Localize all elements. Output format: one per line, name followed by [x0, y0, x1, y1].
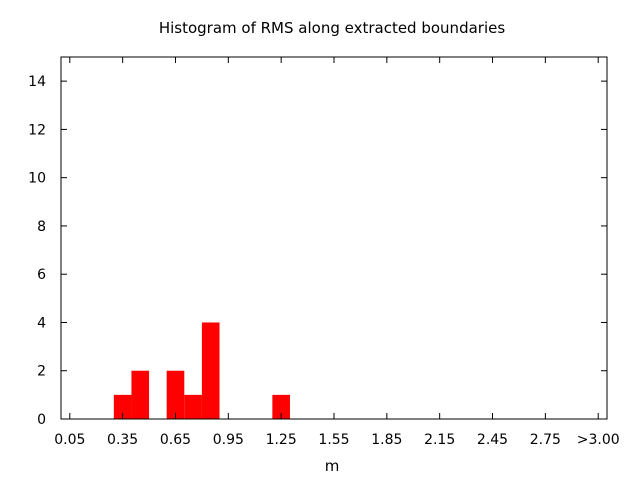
x-tick-label: 0.65 [160, 432, 191, 448]
y-tick-label: 12 [28, 122, 46, 138]
histogram-bar [113, 394, 132, 419]
y-tick-label: 14 [28, 74, 46, 90]
x-tick-label: 2.45 [477, 432, 508, 448]
histogram-bar [166, 370, 185, 419]
histogram-bar [272, 394, 290, 419]
x-tick-label: 0.35 [107, 432, 138, 448]
x-tick-label: 2.15 [424, 432, 455, 448]
x-tick-label: 1.85 [371, 432, 402, 448]
x-axis-label: m [325, 457, 340, 475]
x-tick-label: 2.75 [530, 432, 561, 448]
y-tick-label: 10 [28, 171, 46, 187]
bars-group [113, 322, 290, 419]
chart-title: Histogram of RMS along extracted boundar… [159, 19, 506, 37]
y-tick-label: 2 [37, 364, 46, 380]
y-tick-label: 6 [37, 267, 46, 283]
x-tick-label: 1.25 [266, 432, 297, 448]
y-tick-label: 8 [37, 219, 46, 235]
y-axis-ticks: 0 2 4 6 8 10 12 14 [28, 74, 607, 428]
histogram-bar [184, 394, 202, 419]
x-axis-ticks: 0.05 0.35 0.65 0.95 1.25 1.55 1.85 2.15 2.45 2.75… [54, 57, 620, 448]
histogram-bar [131, 370, 150, 419]
y-tick-label: 0 [37, 412, 46, 428]
histogram-bar [201, 322, 220, 419]
x-tick-label: 1.55 [318, 432, 349, 448]
plot-frame [60, 56, 608, 420]
x-tick-label: >3.00 [577, 432, 620, 448]
x-tick-label: 0.95 [213, 432, 244, 448]
y-tick-label: 4 [37, 315, 46, 331]
x-tick-label: 0.05 [54, 432, 85, 448]
